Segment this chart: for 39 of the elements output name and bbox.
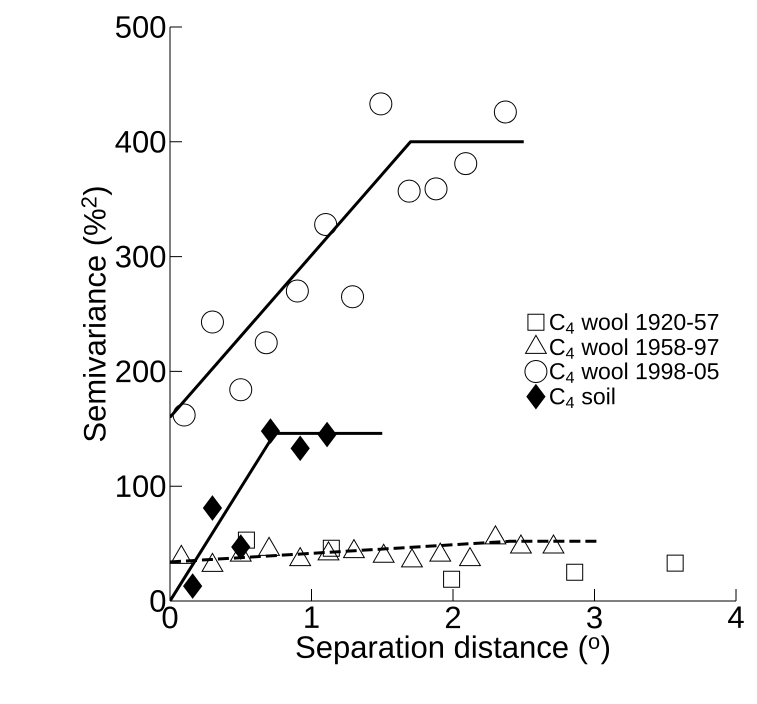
point [318,541,340,560]
y-tick-label: 100 [117,475,166,498]
y-tick-label: 200 [116,360,166,382]
x-tick-label: 2 [446,606,460,628]
legend-label: C$_{4}$ wool 1998-05 [550,362,718,383]
point [494,100,517,124]
point [369,92,392,116]
point [258,536,280,556]
point [459,547,481,566]
y-tick-label: 400 [115,130,166,153]
point [424,177,448,200]
legend-label: C$_{4}$ wool 1920-57 [550,313,718,334]
x-tick-label: 3 [587,606,602,628]
point [229,378,252,402]
point [372,544,395,563]
y-tick-label: 500 [116,16,166,38]
point [200,310,224,334]
point [398,180,421,203]
point [429,542,452,562]
point [510,534,532,554]
point [454,152,478,176]
point [314,212,338,236]
x-tick-label: 1 [305,606,319,628]
point [202,552,224,572]
y-tick-label: 300 [116,246,166,268]
point [170,544,192,564]
point [289,547,312,566]
point [286,280,309,303]
y-axis-title: Semivariance (%$^{2}$) [81,187,112,442]
point [542,534,564,554]
legend-label: C$_{4}$ wool 1958-97 [550,338,718,359]
point [484,525,506,544]
point [343,539,365,558]
x-tick-label: 4 [728,606,744,628]
point [401,548,423,568]
point [341,285,364,308]
x-axis-title: Separation distance ($^{o}$) [296,635,610,664]
legend-label: C$_{4}$ soil [550,388,614,408]
point [254,331,278,354]
